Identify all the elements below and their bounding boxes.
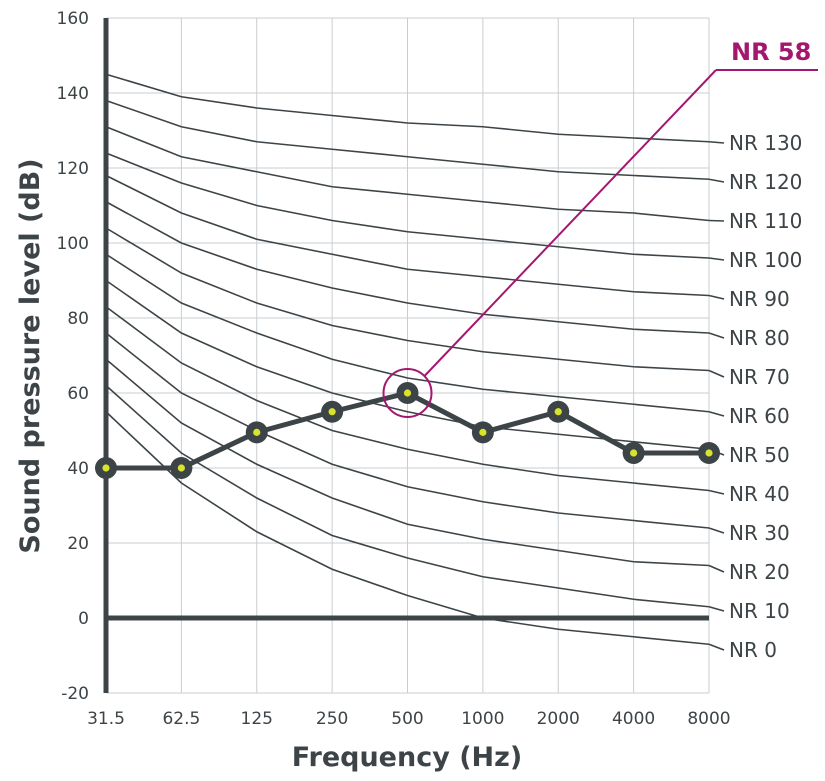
nr-curve-line — [105, 227, 710, 372]
nr-curve-label: NR 80 — [729, 326, 790, 350]
nr-curve-label: NR 40 — [729, 482, 790, 506]
y-tick-label: 0 — [78, 609, 89, 629]
nr-curve-line — [105, 384, 710, 608]
callout-circle — [382, 368, 433, 418]
nr-curve-line — [105, 99, 710, 181]
nr-curves — [105, 73, 725, 651]
y-tick-label: 60 — [67, 384, 89, 404]
callout-label: NR 58 — [731, 38, 811, 66]
nr-curve-line — [105, 306, 710, 492]
nr-leader-line — [708, 257, 725, 261]
nr-leader-line — [708, 219, 725, 222]
nr-curve-label: NR 110 — [729, 209, 802, 233]
callout: NR 58 — [382, 38, 818, 418]
x-tick-label: 1000 — [461, 709, 504, 729]
x-tick-label: 4000 — [612, 709, 655, 729]
nr-leader-line — [708, 527, 725, 534]
nr-leader-line — [708, 178, 725, 183]
measured-point-center — [554, 408, 562, 416]
measured-point-center — [630, 449, 638, 457]
nr-curve-label: NR 10 — [729, 599, 790, 623]
y-tick-label: 40 — [67, 459, 89, 479]
nr-leader-line — [708, 140, 725, 144]
nr-leader-line — [708, 410, 725, 417]
y-tick-label: 120 — [57, 159, 89, 179]
nr-curve-line — [105, 152, 710, 259]
nr-curve-label: NR 100 — [729, 248, 802, 272]
x-tick-label: 8000 — [687, 709, 730, 729]
nr-curve-line — [105, 332, 710, 529]
measured-point-center — [102, 464, 110, 472]
grid — [105, 17, 710, 694]
nr-curve-line — [105, 73, 710, 143]
measured-point-center — [253, 428, 261, 436]
nr-curve-line — [105, 253, 710, 413]
nr-curve-label: NR 130 — [729, 131, 802, 155]
nr-curve-label: NR 0 — [729, 638, 777, 662]
nr-curve-label: NR 20 — [729, 560, 790, 584]
measured-series — [95, 382, 720, 479]
nr-leader-line — [708, 605, 725, 612]
y-tick-label: 100 — [57, 234, 89, 254]
nr-leader-line — [708, 643, 725, 651]
y-tick-label: 160 — [57, 9, 89, 29]
nr-leader-line — [708, 564, 725, 573]
x-tick-label: 2000 — [537, 709, 580, 729]
nr-curve-label: NR 30 — [729, 521, 790, 545]
axes — [103, 18, 709, 693]
measured-point-center — [177, 464, 185, 472]
labels: 160 140 120 100 80 60 40 20 0 -20 31.5 62.5 125 250 50… — [57, 9, 803, 729]
nr-curve-line — [105, 174, 710, 297]
nr-curve-line — [105, 358, 710, 567]
measured-point-center — [328, 408, 336, 416]
nr-leader-line — [708, 294, 725, 300]
nr-curve-line — [105, 126, 710, 222]
nr-curve-line — [105, 411, 710, 646]
nr-curve-line — [105, 201, 710, 334]
nr-curve-label: NR 50 — [729, 443, 790, 467]
y-tick-label: -20 — [61, 684, 89, 704]
measured-point-center — [403, 389, 412, 397]
x-tick-label: 125 — [241, 709, 273, 729]
callout-leader — [423, 69, 717, 377]
x-axis-title: Frequency (Hz) — [292, 742, 522, 773]
nr-leader-line — [708, 489, 725, 495]
nr-curve-label: NR 120 — [729, 170, 802, 194]
y-tick-label: 140 — [57, 84, 89, 104]
nr-curve-label: NR 90 — [729, 287, 790, 311]
x-tick-label: 500 — [391, 709, 423, 729]
y-tick-label: 20 — [67, 534, 89, 554]
nr-leader-line — [708, 369, 725, 378]
x-tick-label: 62.5 — [162, 709, 200, 729]
nr-curve-label: NR 60 — [729, 404, 790, 428]
measured-point-center — [705, 449, 713, 457]
x-tick-label: 31.5 — [87, 709, 125, 729]
x-tick-label: 250 — [316, 709, 348, 729]
y-axis-title: Sound pressure level (dB) — [15, 158, 46, 553]
y-tick-label: 80 — [67, 309, 89, 329]
nr-leader-line — [708, 332, 725, 339]
nr-curve-label: NR 70 — [729, 365, 790, 389]
measured-point-center — [479, 428, 487, 436]
